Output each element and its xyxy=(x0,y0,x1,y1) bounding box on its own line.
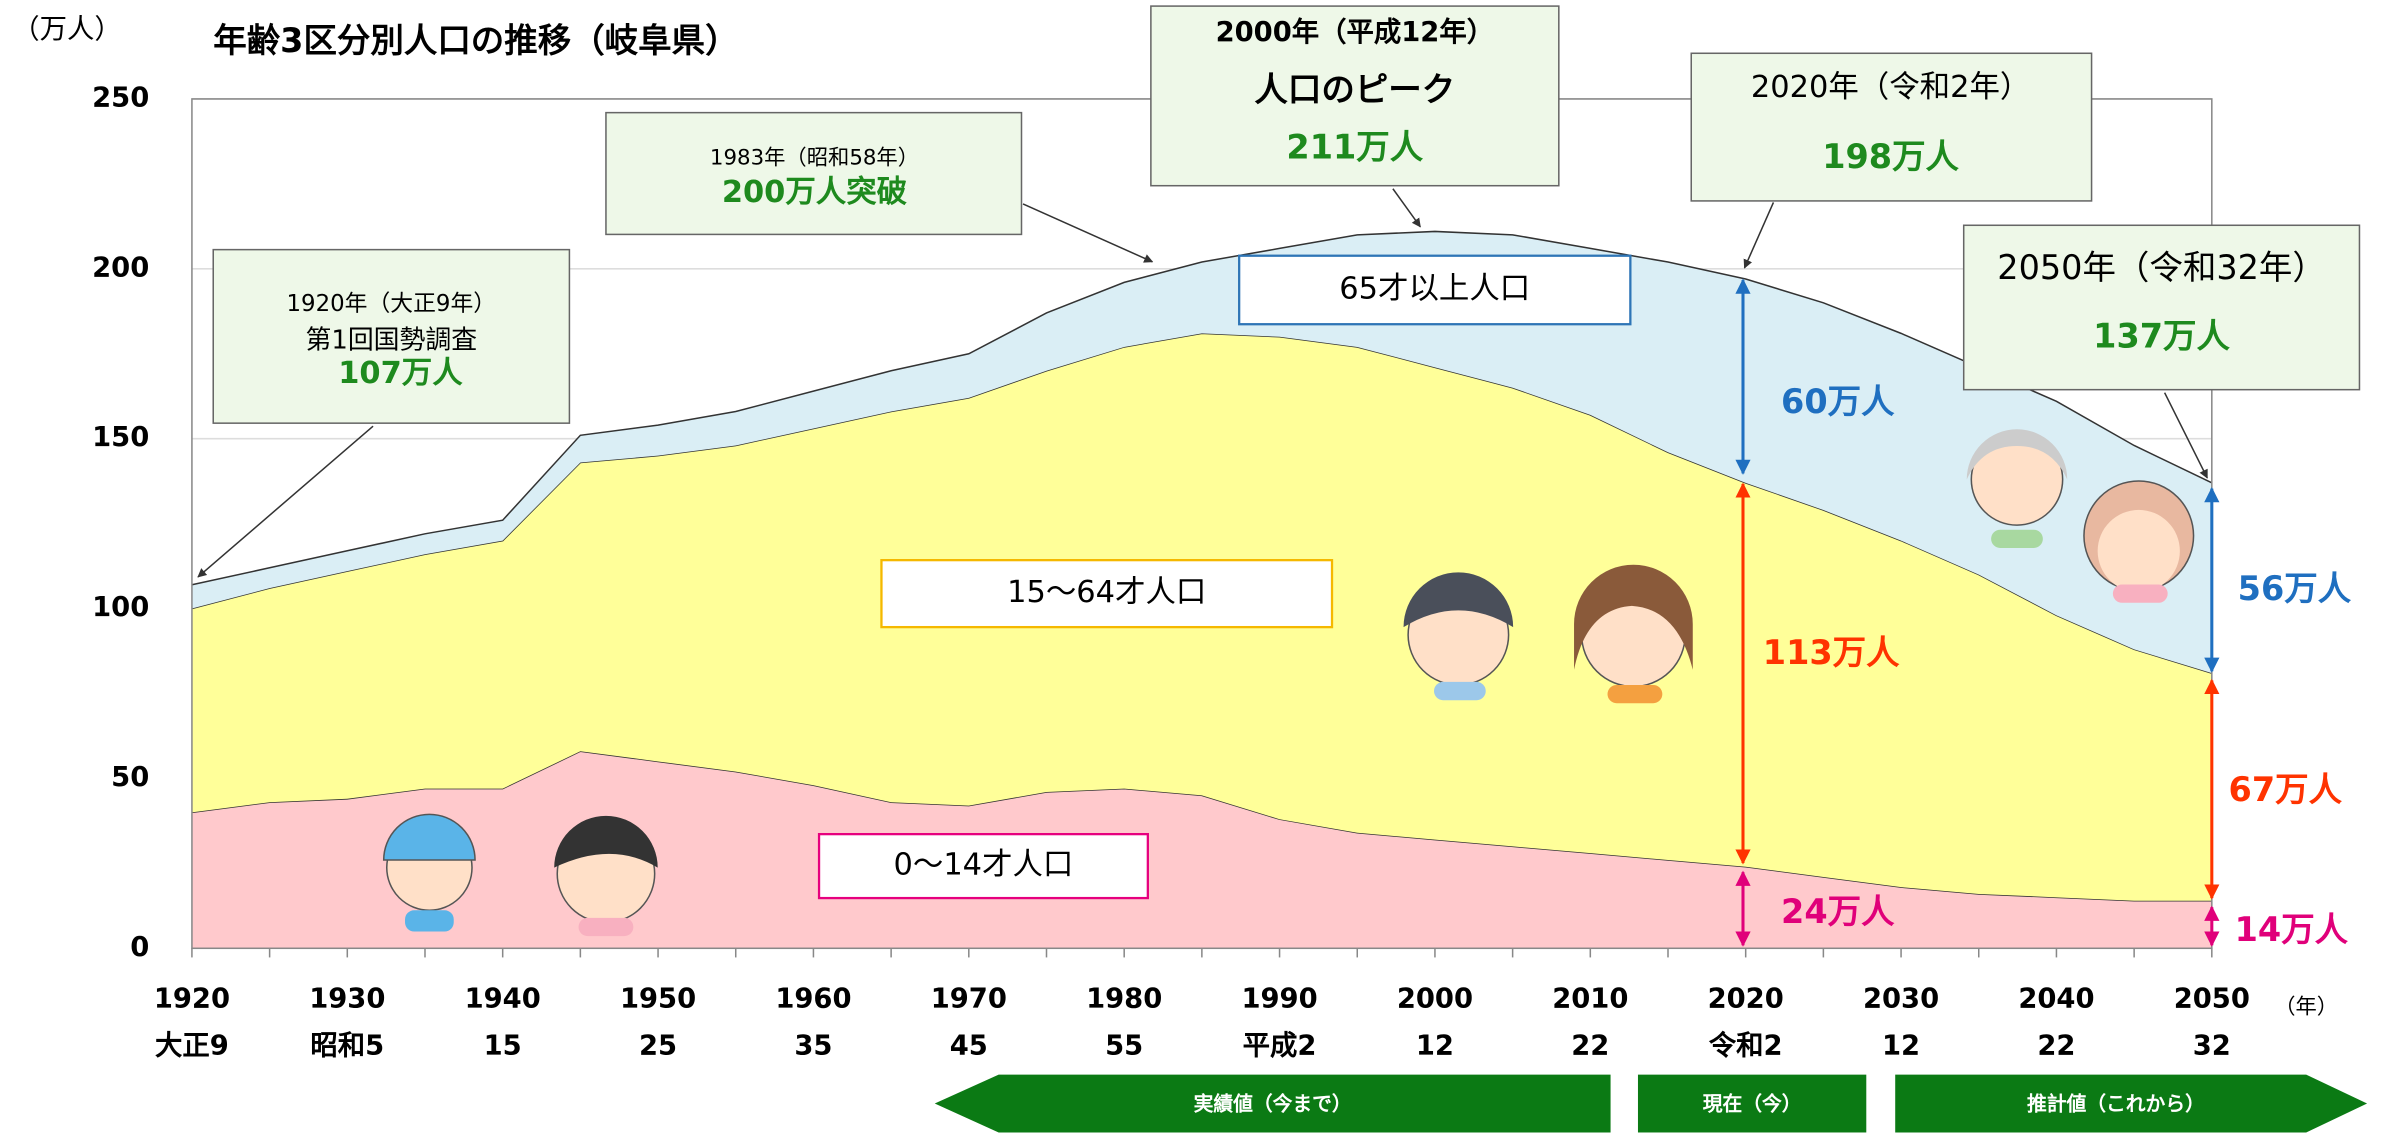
callout-text: 211万人 xyxy=(1286,128,1423,167)
timeline-label: 実績値（今まで） xyxy=(1194,1093,1352,1116)
x-unit: （年） xyxy=(2274,995,2338,1020)
body xyxy=(2113,585,2168,603)
callout-text: 2050年（令和32年） xyxy=(1997,248,2326,287)
callout-text: 200万人突破 xyxy=(722,174,908,210)
callout-text: 107万人 xyxy=(338,356,463,391)
x-tick-label: 2040 xyxy=(2018,984,2094,1015)
callout-text: 人口のピーク xyxy=(1254,70,1455,109)
callout-text: 1983年（昭和58年） xyxy=(710,145,919,170)
x-tick-label: 1920 xyxy=(154,984,230,1015)
era-label: 32 xyxy=(2193,1031,2231,1062)
era-label: 令和2 xyxy=(1709,1030,1783,1062)
callout-arrow xyxy=(1745,202,1774,267)
body xyxy=(1434,682,1486,700)
y-tick-label: 100 xyxy=(92,592,149,623)
x-tick-label: 2000 xyxy=(1397,984,1473,1015)
page: {"chart_data":{"type":"area","title":"年齢… xyxy=(0,0,2387,1134)
timeline-label: 現在（今） xyxy=(1703,1093,1802,1116)
era-label: 大正9 xyxy=(155,1031,229,1062)
era-label: 昭和5 xyxy=(310,1031,384,1062)
x-tick-label: 1980 xyxy=(1086,984,1162,1015)
y-tick-label: 50 xyxy=(111,762,149,793)
timeline: 実績値（今まで） 現在（今） 推計値（これから） xyxy=(935,1075,2367,1133)
segment-label: 67万人 xyxy=(2229,770,2343,809)
x-tick-label: 2020 xyxy=(1708,984,1784,1015)
chart: 0 50 100 150 200 250 1920 大正9 1930 昭和5 1940 15 1950 2… xyxy=(0,0,2387,1134)
era-label: 12 xyxy=(1882,1031,1920,1062)
era-label: 12 xyxy=(1416,1031,1454,1062)
x-tick-label: 1990 xyxy=(1241,984,1317,1015)
era-label: 15 xyxy=(484,1031,522,1062)
era-label: 55 xyxy=(1105,1031,1143,1062)
timeline-label: 推計値（これから） xyxy=(2027,1093,2205,1116)
face-inner xyxy=(2098,510,2180,592)
era-label: 25 xyxy=(639,1031,677,1062)
segment-label: 56万人 xyxy=(2238,569,2352,608)
body xyxy=(1991,530,2043,548)
callout-box xyxy=(606,113,1022,235)
body xyxy=(579,918,634,936)
callout-text: 第1回国勢調査 xyxy=(306,325,478,355)
callout-text: 198万人 xyxy=(1822,137,1959,176)
y-tick-label: 200 xyxy=(92,252,149,283)
segment-label: 24万人 xyxy=(1781,892,1895,931)
body xyxy=(405,910,454,931)
era-label: 22 xyxy=(1571,1031,1609,1062)
segment-label: 60万人 xyxy=(1781,382,1895,421)
x-tick-label: 2050 xyxy=(2174,984,2250,1015)
x-tick-label: 1960 xyxy=(775,984,851,1015)
x-tick-label: 2030 xyxy=(1863,984,1939,1015)
callout: 1983年（昭和58年） 200万人突破 xyxy=(606,113,1152,262)
segment-label: 113万人 xyxy=(1763,633,1900,672)
callout-text: 1920年（大正9年） xyxy=(287,291,497,317)
era-label: 35 xyxy=(794,1031,832,1062)
era-label: 45 xyxy=(950,1031,988,1062)
callout-text: 2000年（平成12年） xyxy=(1216,16,1495,48)
callout-arrow xyxy=(1393,189,1420,227)
y-tick-label: 0 xyxy=(130,932,149,963)
series-label: 0〜14才人口 xyxy=(894,848,1074,883)
series-label: 65才以上人口 xyxy=(1339,271,1530,306)
callout-text: 2020年（令和2年） xyxy=(1751,70,2030,105)
y-unit: （万人） xyxy=(12,14,122,45)
x-tick-label: 1940 xyxy=(465,984,541,1015)
body xyxy=(1608,685,1663,703)
callout-arrow xyxy=(1023,204,1152,262)
x-tick-label: 1950 xyxy=(620,984,696,1015)
callout: 2000年（平成12年） 人口のピーク 211万人 xyxy=(1151,6,1559,227)
era-label: 平成2 xyxy=(1243,1031,1317,1062)
chart-title: 年齢3区分別人口の推移（岐阜県） xyxy=(213,21,738,60)
callout-text: 137万人 xyxy=(2093,316,2230,355)
x-tick-label: 2010 xyxy=(1552,984,1628,1015)
x-tick-label: 1970 xyxy=(931,984,1007,1015)
series-label: 15〜64才人口 xyxy=(1007,575,1206,610)
era-label: 22 xyxy=(2037,1031,2075,1062)
x-tick-label: 1930 xyxy=(309,984,385,1015)
y-tick-label: 250 xyxy=(92,82,149,113)
segment-label: 14万人 xyxy=(2235,910,2349,949)
y-tick-label: 150 xyxy=(92,422,149,453)
